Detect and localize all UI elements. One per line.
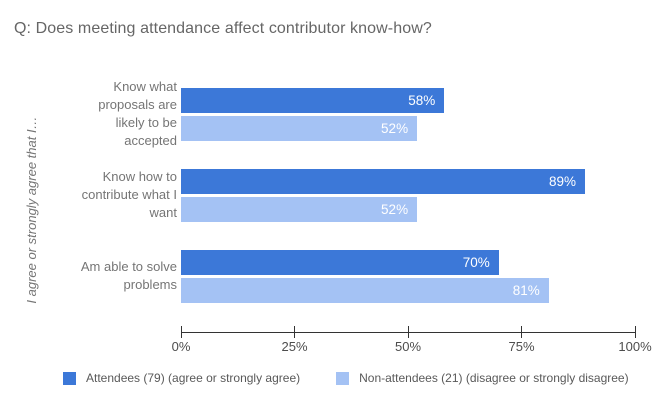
x-tick-label: 0% [171,339,191,354]
x-tick [180,326,182,338]
x-tick-label: 50% [394,339,422,354]
x-tick [634,326,636,338]
x-tick-label: 75% [508,339,535,354]
x-tick [294,326,295,338]
x-axis [181,332,636,333]
chart-title: Q: Does meeting attendance affect contri… [14,20,432,37]
bar-value-label: 58% [408,93,436,108]
bar-value-label: 52% [381,202,409,217]
bar-value-label: 70% [462,255,490,270]
bar-value-label: 81% [512,283,540,298]
category-label: Know what proposals are likely to be accept… [98,78,177,148]
bar-series2: 81% [181,278,549,303]
x-tick-label: 100% [618,339,652,354]
bar-series1: 89% [181,169,586,194]
bar-value-label: 52% [381,121,409,136]
bar-series2: 52% [181,116,418,141]
bar-series1: 58% [181,88,445,113]
legend-swatch-icon [336,371,350,385]
bar-series2: 52% [181,197,418,222]
legend-item: Attendees (79) (agree or strongly agree) [63,371,300,385]
x-tick [407,326,409,338]
legend-item: Non-attendees (21) (disagree or strongly… [336,371,629,385]
category-label: Am able to solve problems [80,258,177,292]
legend-label: Non-attendees (21) (disagree or strongly… [359,371,629,385]
x-tick [521,326,522,338]
legend: Attendees (79) (agree or strongly agree)… [63,371,629,385]
bar-value-label: 89% [549,174,577,189]
legend-label: Attendees (79) (agree or strongly agree) [86,371,301,385]
bar-series1: 70% [181,250,499,275]
legend-swatch-icon [63,371,76,385]
x-tick-label: 25% [281,339,308,354]
